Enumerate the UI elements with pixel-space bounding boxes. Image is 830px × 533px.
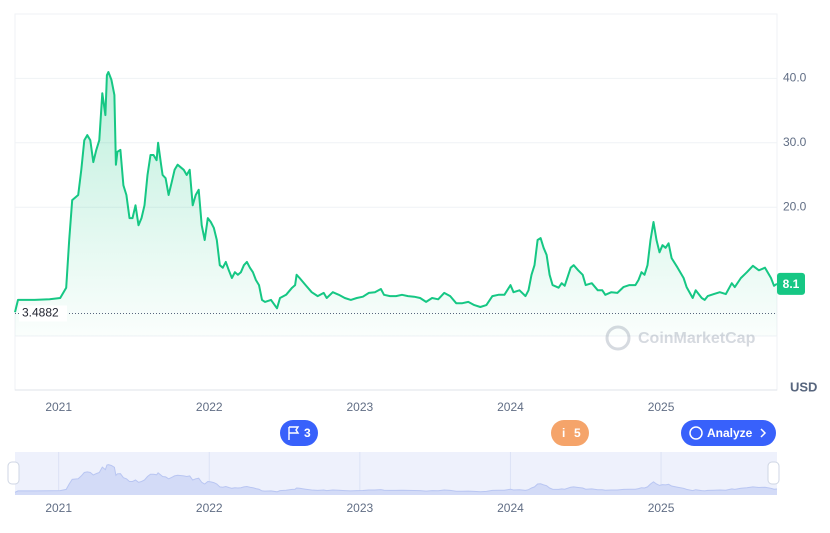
y-tick-label: 20.0 [783,199,807,213]
navigator-x-label: 2024 [497,501,524,515]
event-count[interactable]: 3 [304,426,311,440]
y-tick-label: 30.0 [783,135,807,149]
plot-layer: 20.0 30.0 40.0 2021 2022 2023 2024 2025 3.4882 8.… [14,71,807,414]
x-tick-label: 2025 [648,400,675,414]
watermark-text: CoinMarketCap [638,330,756,347]
watermark: CoinMarketCap [605,325,756,351]
navigator-area [15,464,777,495]
x-tick-label: 2022 [196,400,223,414]
navigator-x-label: 2023 [347,501,374,515]
navigator-x-label: 2021 [45,501,72,515]
x-tick-label: 2024 [497,400,524,414]
current-price-label: 8.1 [783,277,800,291]
analyze-bg[interactable] [681,420,776,446]
current-price-bg [777,272,805,295]
analyze-icon [689,426,703,440]
analyze-button[interactable]: Analyze [681,420,776,446]
y-tick-label: 40.0 [783,71,807,85]
event-badge-bg[interactable] [280,420,318,446]
navigator-handle[interactable] [7,461,20,485]
navigator-line [14,464,778,493]
low-label: 3.4882 [22,306,59,320]
flag-icon [288,426,300,440]
analyze-text[interactable]: Analyze [707,426,753,440]
navigator-x-label: 2025 [648,501,675,515]
event-badge-bg[interactable] [551,420,589,446]
navigator-layer: 2021 2022 2023 2024 2025 [14,452,778,515]
event-badge[interactable]: 3 [280,420,318,446]
watermark-logo [605,325,631,351]
event-badge[interactable]: i 5 [551,420,589,446]
navigator-handle[interactable] [767,461,780,485]
price-area [15,72,777,336]
navigator-x-label: 2022 [196,501,223,515]
low-label-bg [19,305,67,322]
price-line [14,71,778,313]
x-tick-label: 2021 [45,400,72,414]
info-icon: i [562,426,565,440]
x-tick-label: 2023 [347,400,374,414]
chevron [760,428,767,438]
event-count[interactable]: 5 [574,426,581,440]
currency-label: USD [790,379,817,394]
